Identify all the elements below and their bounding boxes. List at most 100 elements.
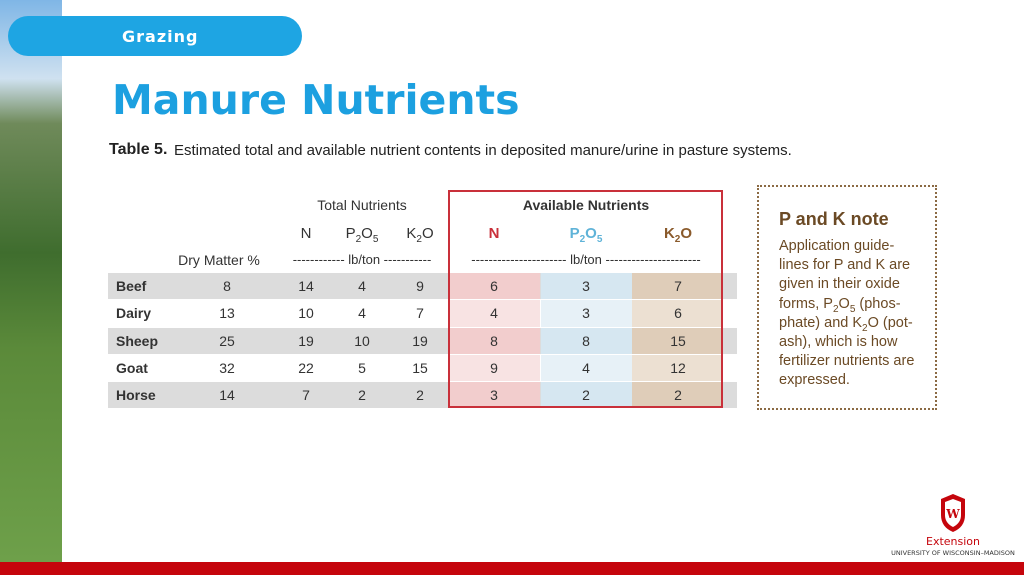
note-line: Application guide- [779,238,894,254]
note-part: phate) and K [779,314,863,331]
avail-cell-bg [632,300,722,327]
note-part: ash), which is how [779,334,898,350]
note-line: fertilizer nutrients are [779,353,914,369]
note-line: phate) and K2O (pot- [779,315,913,334]
avail-cell-bg [449,327,540,354]
column-header: N [489,225,500,242]
header-part: K [406,225,417,242]
avail-cell-bg [541,327,632,354]
cell: 7 [416,305,424,322]
slide-title: Manure Nutrients [112,76,520,124]
cell: 3 [582,278,590,294]
header-part: N [488,225,500,242]
cell: 22 [298,359,314,376]
cell: 4 [358,305,366,322]
cell: 9 [416,278,424,294]
cell: 14 [298,278,314,294]
caption-label: Table 5. [109,141,168,158]
units: ------------ lb/ton ----------- [292,252,432,267]
cell: 10 [354,332,370,349]
cell: 19 [412,332,428,349]
note-line: given in their oxide [779,276,900,292]
cell: 19 [298,332,314,349]
logo-name: Extension [925,535,981,548]
note-part: (phos- [855,295,901,312]
avail-cell-bg [541,382,632,409]
row-label: Sheep [116,332,159,349]
cell: 9 [490,359,498,376]
cell: 12 [670,359,686,376]
cell: 6 [674,305,682,322]
cell: 8 [223,278,231,294]
column-header: P2O5 [346,225,379,245]
header-part: P [569,225,580,242]
cell: 4 [490,305,498,322]
cell: 3 [490,387,498,404]
note-part: lines for P and K are [779,257,911,274]
avail-cell-bg [632,273,722,300]
column-header: N [301,225,312,242]
header-part: O [361,225,373,242]
column-header: K2O [406,225,433,245]
avail-cell-bg [541,354,632,382]
row-label: Beef [116,278,147,294]
cell: 13 [219,305,235,322]
avail-box [448,190,723,408]
cell: 2 [582,387,590,404]
avail-cell-bg [449,300,540,327]
header-part: O [585,225,597,242]
caption: Estimated total and available nutrient c… [174,142,792,159]
section-pill [8,16,302,56]
header-part: K [663,225,675,242]
header-part: 2 [674,234,681,245]
cell: 6 [490,278,498,294]
header-part: 5 [372,234,379,245]
row-label: Dairy [116,305,152,322]
cell: 14 [219,387,235,404]
note-part: O [838,295,850,312]
note-part: fertilizer nutrients are [779,353,915,370]
cell: 25 [219,332,235,349]
cell: 8 [490,332,498,349]
note-part: 2 [862,322,868,334]
cell: 8 [582,332,590,349]
note-part: O (pot- [867,314,913,331]
cell: 15 [670,332,686,349]
note-line: lines for P and K are [779,257,910,273]
svg-text:W: W [945,507,960,521]
header-part: O [421,225,434,242]
avail-cell-bg [449,354,540,382]
header-part: P [345,225,356,242]
note-part: forms, P [779,295,833,312]
group-header: Total Nutrients [317,197,407,213]
note-title: P and K note [779,209,889,229]
column-header: K2O [664,225,692,245]
cell: 7 [674,278,682,294]
cell: 10 [298,305,314,322]
column-header: P2O5 [570,225,603,245]
section-tag: Grazing [122,27,199,46]
avail-cell-bg [632,354,722,382]
row-label: Goat [116,359,148,376]
header-part: 5 [596,234,603,245]
cell: 15 [412,359,428,376]
cell: 3 [582,305,590,322]
note-line: ash), which is how [779,334,897,350]
header-part: 2 [355,234,362,245]
header-part: N [300,225,312,242]
cell: 4 [582,359,590,376]
logo-org: UNIVERSITY OF WISCONSIN–MADISON [891,549,1015,557]
note-box [757,185,937,410]
header-part: 2 [579,234,586,245]
group-header: Available Nutrients [522,197,650,213]
cell: 32 [219,359,235,376]
avail-cell-bg [632,382,722,409]
logo-shield: W [941,494,965,532]
header-part: O [680,225,693,242]
note-line: forms, P2O5 (phos- [779,296,901,315]
avail-cell-bg [541,300,632,327]
cell: 4 [358,278,366,294]
avail-cell-bg [541,273,632,300]
note-part: given in their oxide [779,276,900,293]
cell: 2 [416,387,424,404]
